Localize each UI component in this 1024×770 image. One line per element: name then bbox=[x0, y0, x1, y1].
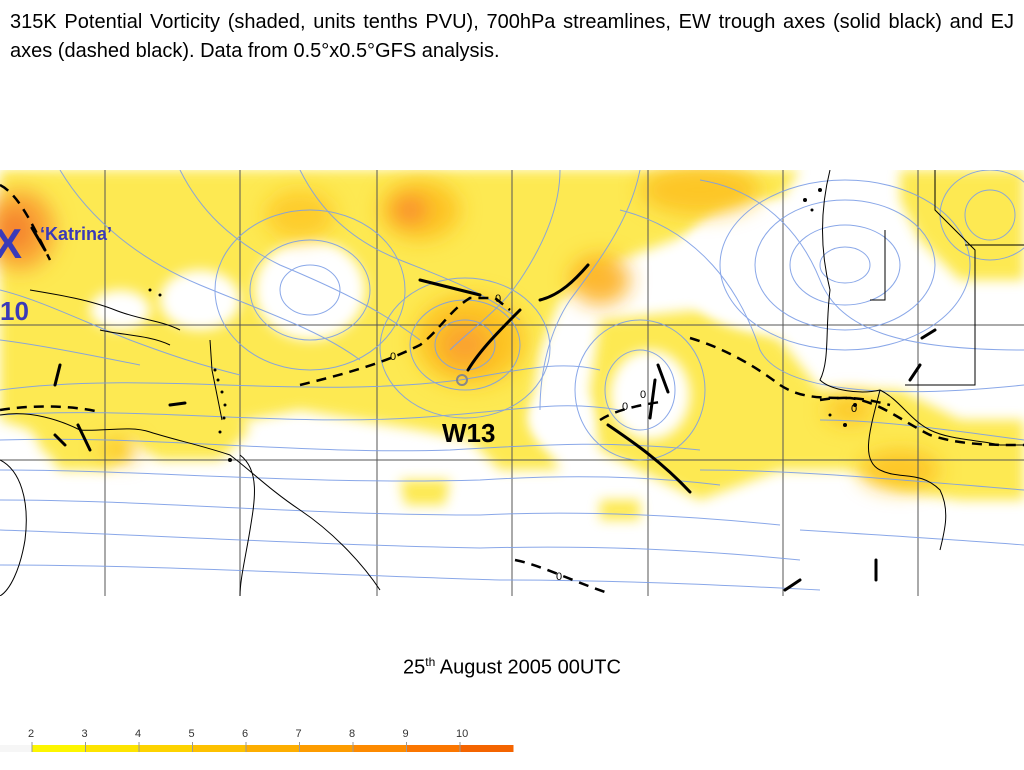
storm-x-icon: X bbox=[0, 220, 22, 267]
pv-shading bbox=[0, 170, 1024, 520]
ew-trough-axes bbox=[30, 226, 937, 592]
scale-tick-label: 7 bbox=[296, 728, 302, 740]
scale-tick-label: 5 bbox=[189, 728, 195, 740]
scale-swatch bbox=[460, 745, 514, 752]
scale-swatches bbox=[0, 745, 514, 752]
color-scale: 2 3 4 5 6 7 8 9 10 bbox=[0, 725, 540, 765]
lat-lon-grid bbox=[0, 170, 1024, 596]
zero-label: 0 bbox=[622, 401, 628, 413]
system-number: 10 bbox=[0, 296, 29, 326]
scale-tick-label: 9 bbox=[403, 728, 409, 740]
pv-map: 0 0 0 0 0 0 X ‘Katrina’ 10 W13 bbox=[0, 170, 1024, 596]
scale-tick-label: 2 bbox=[28, 728, 34, 740]
map-svg: 0 0 0 0 0 0 X ‘Katrina’ 10 W13 bbox=[0, 170, 1024, 596]
zero-label: 0 bbox=[495, 293, 501, 305]
scale-swatch bbox=[32, 745, 86, 752]
scale-swatch bbox=[0, 745, 32, 752]
figure-caption: 315K Potential Vorticity (shaded, units … bbox=[10, 11, 1014, 62]
streamlines bbox=[0, 170, 1024, 591]
zero-label: 0 bbox=[556, 571, 562, 583]
zero-label: 0 bbox=[640, 389, 646, 401]
scale-ticks: 2 3 4 5 6 7 8 9 10 bbox=[28, 728, 468, 752]
scale-tick-label: 8 bbox=[349, 728, 355, 740]
scale-swatch bbox=[192, 745, 246, 752]
scale-swatch bbox=[246, 745, 300, 752]
pv-center-marker bbox=[456, 374, 468, 386]
date-label: 25th August 2005 00UTC bbox=[0, 655, 1024, 680]
ej-axes-dashed bbox=[0, 183, 1024, 594]
zero-label: 0 bbox=[851, 403, 857, 415]
storm-label: ‘Katrina’ bbox=[40, 224, 112, 244]
scale-tick-label: 10 bbox=[456, 728, 468, 740]
date-suffix: th bbox=[425, 655, 436, 669]
zero-label: 0 bbox=[390, 351, 396, 363]
wave-label-w13: W13 bbox=[442, 418, 495, 448]
zero-labels: 0 0 0 0 0 0 bbox=[390, 293, 857, 583]
islands bbox=[148, 188, 857, 462]
scale-swatch bbox=[353, 745, 407, 752]
coastlines bbox=[0, 170, 1024, 596]
scale-swatch bbox=[299, 745, 353, 752]
color-scale-svg: 2 3 4 5 6 7 8 9 10 bbox=[0, 728, 514, 752]
scale-tick-label: 4 bbox=[135, 728, 141, 740]
date-rest: August 2005 00UTC bbox=[435, 656, 621, 679]
scale-swatch bbox=[85, 745, 139, 752]
scale-tick-label: 3 bbox=[82, 728, 88, 740]
scale-swatch bbox=[406, 745, 460, 752]
scale-swatch bbox=[139, 745, 193, 752]
date-day: 25 bbox=[403, 656, 426, 679]
scale-tick-label: 6 bbox=[242, 728, 248, 740]
